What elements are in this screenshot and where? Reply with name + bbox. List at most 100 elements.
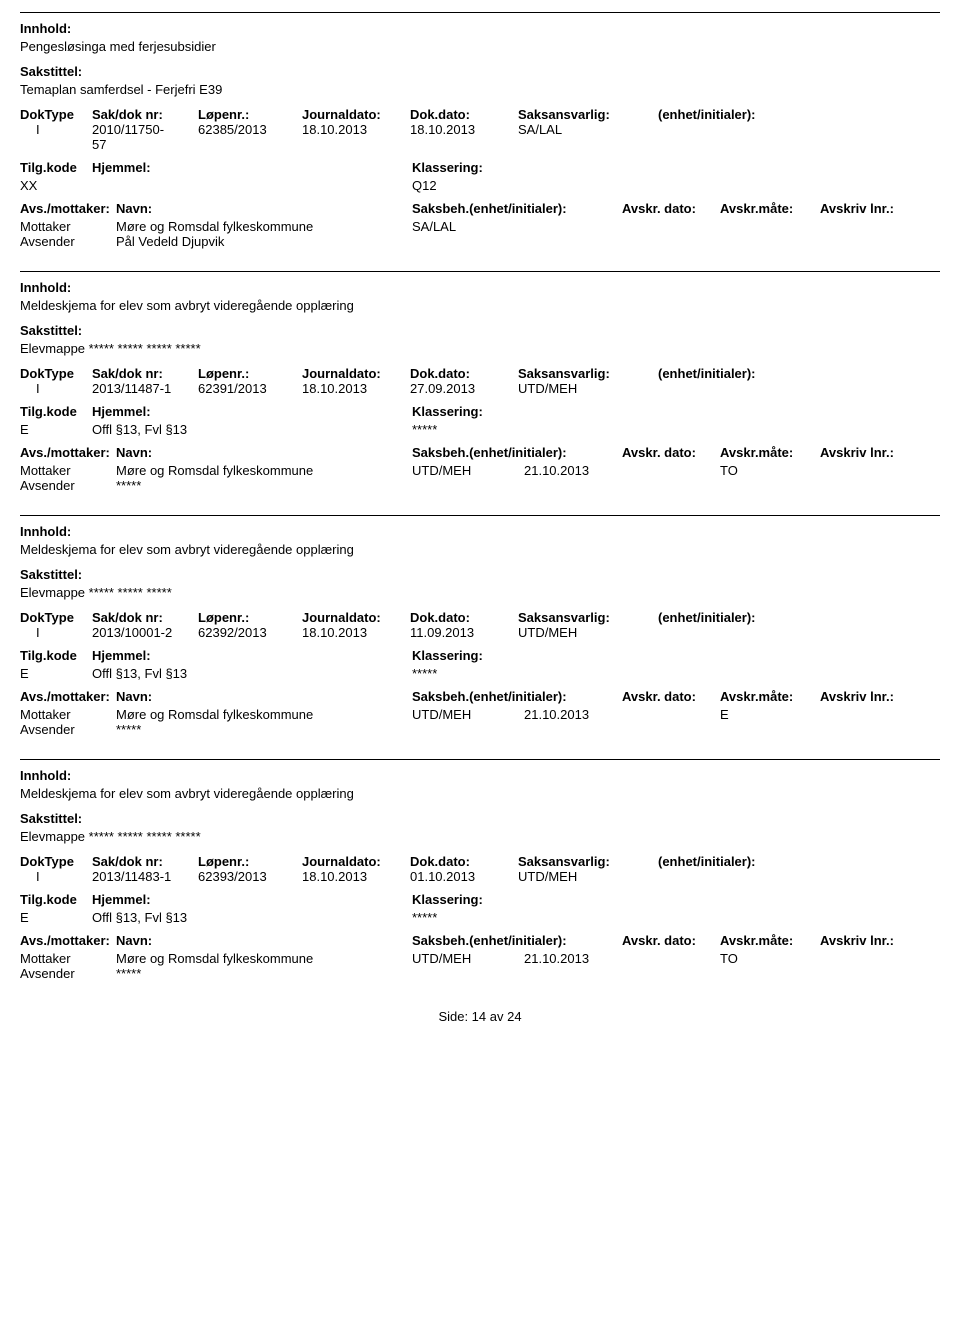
navn-header: Navn: <box>116 689 412 704</box>
journal-entry: Innhold: Meldeskjema for elev som avbryt… <box>20 515 940 759</box>
avskr-dato-value <box>524 219 622 234</box>
doktype-value: I <box>20 625 92 640</box>
saksbeh-value: UTD/MEH <box>412 951 524 966</box>
klassering-value: Q12 <box>412 178 632 193</box>
saksbeh-header: Saksbeh.(enhet/initialer): <box>412 933 622 951</box>
klassering-value: ***** <box>412 910 632 925</box>
dokdato-value: 01.10.2013 <box>410 869 518 884</box>
journal-entry: Innhold: Meldeskjema for elev som avbryt… <box>20 271 940 515</box>
innhold-value: Pengesløsinga med ferjesubsidier <box>20 39 940 54</box>
saksansvarlig-value: UTD/MEH <box>518 381 658 396</box>
navn-header: Navn: <box>116 933 412 948</box>
avsender-navn: Pål Vedeld Djupvik <box>116 234 412 249</box>
avskr-mate-header: Avskr.måte: <box>720 445 820 463</box>
avskriv-lnr-header: Avskriv lnr.: <box>820 933 920 951</box>
doktype-header: DokType <box>20 366 92 381</box>
innhold-value: Meldeskjema for elev som avbryt videregå… <box>20 786 940 801</box>
doktype-value: I <box>20 122 92 137</box>
navn-header: Navn: <box>116 201 412 216</box>
page-footer: Side: 14 av 24 <box>20 1009 940 1024</box>
mottaker-navn: Møre og Romsdal fylkeskommune <box>116 951 412 966</box>
klassering-value: ***** <box>412 666 632 681</box>
dokdato-header: Dok.dato: <box>410 366 518 381</box>
saksansvarlig-value: UTD/MEH <box>518 625 658 640</box>
mottaker-navn: Møre og Romsdal fylkeskommune <box>116 463 412 478</box>
journal-entry: Innhold: Meldeskjema for elev som avbryt… <box>20 759 940 1003</box>
saksbeh-value: SA/LAL <box>412 219 524 234</box>
tilgkode-header: Tilg.kode <box>20 160 92 175</box>
sakdoknr-header: Sak/dok nr: <box>92 366 198 381</box>
sakdoknr-header: Sak/dok nr: <box>92 610 198 625</box>
journaldato-value: 18.10.2013 <box>302 625 410 640</box>
avskriv-lnr-header: Avskriv lnr.: <box>820 689 920 707</box>
journaldato-value: 18.10.2013 <box>302 381 410 396</box>
avskriv-lnr-header: Avskriv lnr.: <box>820 201 920 219</box>
avsmottaker-header: Avs./mottaker: <box>20 201 116 216</box>
hjemmel-header: Hjemmel: <box>92 892 412 907</box>
innhold-label: Innhold: <box>20 524 940 539</box>
tilgkode-header: Tilg.kode <box>20 404 92 419</box>
dokdato-header: Dok.dato: <box>410 854 518 869</box>
navn-header: Navn: <box>116 445 412 460</box>
lopenr-header: Løpenr.: <box>198 610 302 625</box>
sakdoknr-header: Sak/dok nr: <box>92 854 198 869</box>
innhold-label: Innhold: <box>20 280 940 295</box>
doktype-header: DokType <box>20 610 92 625</box>
saksbeh-header: Saksbeh.(enhet/initialer): <box>412 201 622 219</box>
avsender-label: Avsender <box>20 478 116 493</box>
saksansvarlig-header: Saksansvarlig: <box>518 366 658 381</box>
dokdato-header: Dok.dato: <box>410 107 518 122</box>
mottaker-label: Mottaker <box>20 463 116 478</box>
journaldato-header: Journaldato: <box>302 366 410 381</box>
hjemmel-header: Hjemmel: <box>92 404 412 419</box>
sakdoknr-value-2: 57 <box>92 137 198 152</box>
avsmottaker-header: Avs./mottaker: <box>20 933 116 948</box>
innhold-value: Meldeskjema for elev som avbryt videregå… <box>20 298 940 313</box>
sakstittel-label: Sakstittel: <box>20 323 940 338</box>
sakdoknr-value: 2013/10001-2 <box>92 625 198 640</box>
avsmottaker-header: Avs./mottaker: <box>20 689 116 704</box>
klassering-header: Klassering: <box>412 648 632 663</box>
innhold-value: Meldeskjema for elev som avbryt videregå… <box>20 542 940 557</box>
journaldato-header: Journaldato: <box>302 610 410 625</box>
hjemmel-header: Hjemmel: <box>92 648 412 663</box>
enhet-header: (enhet/initialer): <box>658 610 818 625</box>
avskr-dato-header: Avskr. dato: <box>622 445 720 463</box>
tilgkode-value: E <box>20 666 92 681</box>
tilgkode-value: XX <box>20 178 92 193</box>
doktype-header: DokType <box>20 107 92 122</box>
avsender-navn: ***** <box>116 722 412 737</box>
mottaker-navn: Møre og Romsdal fylkeskommune <box>116 219 412 234</box>
saksansvarlig-value: SA/LAL <box>518 122 658 137</box>
sakstittel-label: Sakstittel: <box>20 567 940 582</box>
sakdoknr-value: 2010/11750- <box>92 122 198 137</box>
sakdoknr-value: 2013/11487-1 <box>92 381 198 396</box>
hjemmel-value: Offl §13, Fvl §13 <box>92 422 412 437</box>
innhold-label: Innhold: <box>20 768 940 783</box>
sakdoknr-header: Sak/dok nr: <box>92 107 198 122</box>
avskr-mate-header: Avskr.måte: <box>720 201 820 219</box>
sakstittel-label: Sakstittel: <box>20 64 940 79</box>
lopenr-header: Løpenr.: <box>198 854 302 869</box>
dokdato-value: 27.09.2013 <box>410 381 518 396</box>
sakstittel-label: Sakstittel: <box>20 811 940 826</box>
saksansvarlig-header: Saksansvarlig: <box>518 107 658 122</box>
klassering-header: Klassering: <box>412 404 632 419</box>
avsender-navn: ***** <box>116 478 412 493</box>
tilgkode-header: Tilg.kode <box>20 892 92 907</box>
avskr-dato-value: 21.10.2013 <box>524 463 622 478</box>
avsender-label: Avsender <box>20 234 116 249</box>
saksbeh-header: Saksbeh.(enhet/initialer): <box>412 445 622 463</box>
avsmottaker-header: Avs./mottaker: <box>20 445 116 460</box>
page-number: Side: 14 av 24 <box>438 1009 521 1024</box>
entries-container: Innhold: Pengesløsinga med ferjesubsidie… <box>20 12 940 1003</box>
enhet-header: (enhet/initialer): <box>658 107 818 122</box>
mottaker-label: Mottaker <box>20 707 116 722</box>
lopenr-value: 62392/2013 <box>198 625 302 640</box>
mottaker-label: Mottaker <box>20 219 116 234</box>
mottaker-label: Mottaker <box>20 951 116 966</box>
journaldato-header: Journaldato: <box>302 107 410 122</box>
avskr-dato-value: 21.10.2013 <box>524 707 622 722</box>
avskr-dato-value: 21.10.2013 <box>524 951 622 966</box>
avskr-mate-value: TO <box>720 951 776 966</box>
